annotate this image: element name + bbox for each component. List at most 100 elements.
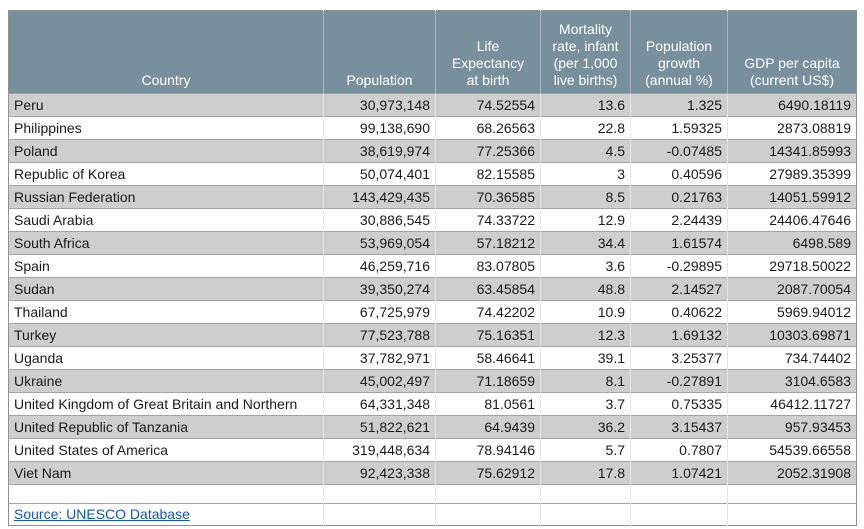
gdp-per-capita-cell: 2052.31908	[727, 461, 857, 485]
empty-cell	[323, 484, 436, 504]
country-cell: United Republic of Tanzania	[8, 415, 324, 439]
country-cell: Russian Federation	[8, 185, 324, 209]
table-row[interactable]: United Kingdom of Great Britain and Nort…	[8, 392, 857, 416]
table-row[interactable]: Saudi Arabia 30,886,545 74.33722 12.9 2.…	[8, 208, 857, 232]
empty-cell	[727, 503, 857, 526]
population-growth-cell: 3.15437	[630, 415, 728, 439]
population-growth-cell: 0.75335	[630, 392, 728, 416]
population-cell: 37,782,971	[323, 346, 436, 370]
mortality-rate-cell: 12.9	[540, 208, 631, 232]
gdp-per-capita-cell: 54539.66558	[727, 438, 857, 462]
gdp-per-capita-cell: 46412.11727	[727, 392, 857, 416]
column-header-mortality-rate[interactable]: Mortality rate, infant (per 1,000 live b…	[540, 10, 631, 94]
gdp-per-capita-cell: 957.93453	[727, 415, 857, 439]
population-growth-cell: 3.25377	[630, 346, 728, 370]
country-cell: Ukraine	[8, 369, 324, 393]
life-expectancy-cell: 63.45854	[435, 277, 541, 301]
population-growth-cell: 0.40596	[630, 162, 728, 186]
country-cell: Philippines	[8, 116, 324, 140]
gdp-per-capita-cell: 5969.94012	[727, 300, 857, 324]
country-cell: Sudan	[8, 277, 324, 301]
country-cell: United Kingdom of Great Britain and Nort…	[8, 392, 324, 416]
empty-row	[8, 484, 857, 504]
gdp-per-capita-cell: 27989.35399	[727, 162, 857, 186]
gdp-per-capita-cell: 10303.69871	[727, 323, 857, 347]
empty-cell	[630, 503, 728, 526]
life-expectancy-cell: 58.46641	[435, 346, 541, 370]
population-growth-cell: 0.21763	[630, 185, 728, 209]
gdp-per-capita-cell: 3104.6583	[727, 369, 857, 393]
population-cell: 38,619,974	[323, 139, 436, 163]
table-row[interactable]: Ukraine 45,002,497 71.18659 8.1 -0.27891…	[8, 369, 857, 393]
table-row[interactable]: Sudan 39,350,274 63.45854 48.8 2.14527 2…	[8, 277, 857, 301]
country-cell: South Africa	[8, 231, 324, 255]
population-growth-cell: -0.29895	[630, 254, 728, 278]
population-growth-cell: 1.325	[630, 93, 728, 117]
table-row[interactable]: South Africa 53,969,054 57.18212 34.4 1.…	[8, 231, 857, 255]
life-expectancy-cell: 57.18212	[435, 231, 541, 255]
column-header-population[interactable]: Population	[323, 10, 436, 94]
mortality-rate-cell: 36.2	[540, 415, 631, 439]
population-cell: 50,074,401	[323, 162, 436, 186]
table-row[interactable]: Spain 46,259,716 83.07805 3.6 -0.29895 2…	[8, 254, 857, 278]
gdp-per-capita-cell: 14341.85993	[727, 139, 857, 163]
table-row[interactable]: Uganda 37,782,971 58.46641 39.1 3.25377 …	[8, 346, 857, 370]
population-cell: 46,259,716	[323, 254, 436, 278]
country-cell: Spain	[8, 254, 324, 278]
empty-cell	[435, 503, 541, 526]
table-row[interactable]: Peru 30,973,148 74.52554 13.6 1.325 6490…	[8, 93, 857, 117]
table-row[interactable]: Republic of Korea 50,074,401 82.15585 3 …	[8, 162, 857, 186]
life-expectancy-cell: 74.42202	[435, 300, 541, 324]
country-cell: Uganda	[8, 346, 324, 370]
life-expectancy-cell: 74.33722	[435, 208, 541, 232]
table-row[interactable]: Turkey 77,523,788 75.16351 12.3 1.69132 …	[8, 323, 857, 347]
mortality-rate-cell: 3	[540, 162, 631, 186]
mortality-rate-cell: 5.7	[540, 438, 631, 462]
population-cell: 92,423,338	[323, 461, 436, 485]
source-link[interactable]: Source: UNESCO Database	[14, 506, 190, 522]
column-header-life-expectancy[interactable]: Life Expectancy at birth	[435, 10, 541, 94]
population-growth-cell: -0.07485	[630, 139, 728, 163]
mortality-rate-cell: 12.3	[540, 323, 631, 347]
population-growth-cell: 1.59325	[630, 116, 728, 140]
country-cell: Peru	[8, 93, 324, 117]
life-expectancy-cell: 82.15585	[435, 162, 541, 186]
table-body: Peru 30,973,148 74.52554 13.6 1.325 6490…	[8, 93, 857, 485]
empty-cell	[435, 484, 541, 504]
country-cell: Viet Nam	[8, 461, 324, 485]
life-expectancy-cell: 64.9439	[435, 415, 541, 439]
population-cell: 53,969,054	[323, 231, 436, 255]
table-row[interactable]: Russian Federation 143,429,435 70.36585 …	[8, 185, 857, 209]
country-cell: Republic of Korea	[8, 162, 324, 186]
population-cell: 64,331,348	[323, 392, 436, 416]
column-header-country[interactable]: Country	[8, 10, 324, 94]
gdp-per-capita-cell: 6490.18119	[727, 93, 857, 117]
table-row[interactable]: Thailand 67,725,979 74.42202 10.9 0.4062…	[8, 300, 857, 324]
table-row[interactable]: Viet Nam 92,423,338 75.62912 17.8 1.0742…	[8, 461, 857, 485]
gdp-per-capita-cell: 2087.70054	[727, 277, 857, 301]
empty-cell	[630, 484, 728, 504]
column-header-population-growth[interactable]: Population growth (annual %)	[630, 10, 728, 94]
country-cell: Saudi Arabia	[8, 208, 324, 232]
table-row[interactable]: United Republic of Tanzania 51,822,621 6…	[8, 415, 857, 439]
table-header-row: Country Population Life Expectancy at bi…	[8, 10, 857, 94]
country-cell: Poland	[8, 139, 324, 163]
population-cell: 39,350,274	[323, 277, 436, 301]
country-cell: United States of America	[8, 438, 324, 462]
table-row[interactable]: Philippines 99,138,690 68.26563 22.8 1.5…	[8, 116, 857, 140]
population-cell: 77,523,788	[323, 323, 436, 347]
table-row[interactable]: United States of America 319,448,634 78.…	[8, 438, 857, 462]
column-header-gdp-per-capita[interactable]: GDP per capita (current US$)	[727, 10, 857, 94]
gdp-per-capita-cell: 734.74402	[727, 346, 857, 370]
life-expectancy-cell: 77.25366	[435, 139, 541, 163]
population-cell: 67,725,979	[323, 300, 436, 324]
mortality-rate-cell: 13.6	[540, 93, 631, 117]
country-cell: Thailand	[8, 300, 324, 324]
gdp-per-capita-cell: 29718.50022	[727, 254, 857, 278]
population-growth-cell: 1.07421	[630, 461, 728, 485]
empty-cell	[540, 484, 631, 504]
gdp-per-capita-cell: 14051.59912	[727, 185, 857, 209]
table-row[interactable]: Poland 38,619,974 77.25366 4.5 -0.07485 …	[8, 139, 857, 163]
population-growth-cell: 2.14527	[630, 277, 728, 301]
